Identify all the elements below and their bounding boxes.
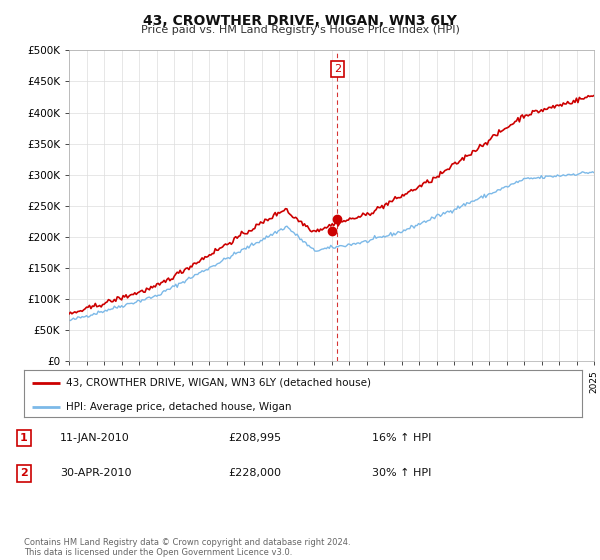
Text: 43, CROWTHER DRIVE, WIGAN, WN3 6LY (detached house): 43, CROWTHER DRIVE, WIGAN, WN3 6LY (deta…	[66, 378, 371, 388]
Text: 2: 2	[20, 468, 28, 478]
Text: £228,000: £228,000	[228, 468, 281, 478]
Text: Price paid vs. HM Land Registry's House Price Index (HPI): Price paid vs. HM Land Registry's House …	[140, 25, 460, 35]
Text: 2: 2	[334, 64, 341, 74]
Text: 30-APR-2010: 30-APR-2010	[60, 468, 131, 478]
Text: £208,995: £208,995	[228, 433, 281, 443]
Text: HPI: Average price, detached house, Wigan: HPI: Average price, detached house, Wiga…	[66, 402, 292, 412]
Text: 11-JAN-2010: 11-JAN-2010	[60, 433, 130, 443]
Text: 1: 1	[20, 433, 28, 443]
Text: 43, CROWTHER DRIVE, WIGAN, WN3 6LY: 43, CROWTHER DRIVE, WIGAN, WN3 6LY	[143, 14, 457, 28]
Text: 30% ↑ HPI: 30% ↑ HPI	[372, 468, 431, 478]
Text: 16% ↑ HPI: 16% ↑ HPI	[372, 433, 431, 443]
Text: Contains HM Land Registry data © Crown copyright and database right 2024.
This d: Contains HM Land Registry data © Crown c…	[24, 538, 350, 557]
